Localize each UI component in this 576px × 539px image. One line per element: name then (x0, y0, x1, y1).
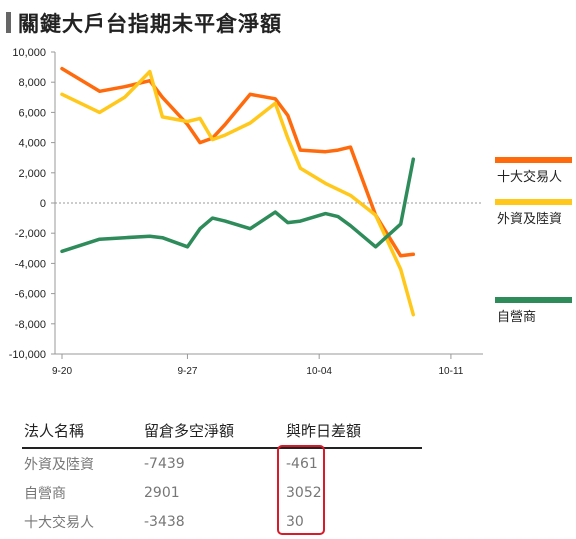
y-tick-label: -2,000 (15, 228, 46, 240)
table-row: 外資及陸資 -7439 -461 (22, 448, 422, 478)
entity-name: 十大交易人 (24, 514, 94, 531)
table-row: 自營商 2901 3052 (22, 478, 422, 507)
summary-table: 法人名稱 留倉多空淨額 與昨日差額 外資及陸資 -7439 -461 自營商 2… (22, 418, 422, 536)
legend-label: 十大交易人 (497, 169, 562, 185)
title-bar: 關鍵大戶台指期未平倉淨額 (0, 6, 576, 36)
legend-label: 自營商 (497, 310, 536, 325)
header-net-position: 留倉多空淨額 (142, 418, 284, 449)
y-tick-label: -6,000 (15, 289, 46, 301)
series-line (60, 66, 416, 258)
y-tick-label: -4,000 (15, 258, 46, 270)
net-position: -7439 (144, 455, 185, 472)
legend-label: 外資及陸資 (497, 211, 562, 227)
table-row: 十大交易人 -3438 30 (22, 507, 422, 536)
y-tick-label: -8,000 (15, 319, 46, 331)
series-lines (60, 66, 416, 317)
header-entity: 法人名稱 (22, 418, 142, 449)
y-tick-label: 8,000 (18, 77, 46, 89)
daily-change-highlight (277, 445, 325, 535)
entity-name: 外資及陸資 (24, 456, 94, 473)
title-accent-bar (6, 12, 11, 33)
daily-change: -461 (286, 455, 318, 472)
x-axis: 9-20 9-27 10-04 10-11 (52, 202, 483, 377)
y-axis: 10,000 8,000 6,000 4,000 2,000 0 -2,000 -4,000 -… (9, 47, 56, 361)
x-tick-label: 9-20 (52, 366, 72, 377)
x-tick-label: 10-04 (306, 366, 332, 377)
line-chart: 10,000 8,000 6,000 4,000 2,000 0 -2,000 -4,000 -… (9, 47, 572, 377)
y-tick-label: 6,000 (18, 107, 46, 119)
net-position: -3438 (144, 513, 185, 530)
legend-swatch (495, 297, 572, 303)
chart-title: 關鍵大戶台指期未平倉淨額 (18, 11, 282, 36)
header-daily-change: 與昨日差額 (284, 418, 422, 449)
entity-name: 自營商 (24, 485, 66, 502)
y-tick-label: 10,000 (12, 47, 46, 59)
y-tick-label: 2,000 (18, 168, 46, 180)
legend-swatch (495, 157, 572, 163)
daily-change: 30 (286, 513, 304, 530)
table-header-row: 法人名稱 留倉多空淨額 與昨日差額 (22, 418, 422, 449)
x-tick-label: 10-11 (438, 366, 463, 377)
x-tick-label: 9-27 (177, 366, 197, 377)
y-tick-label: 4,000 (18, 138, 46, 150)
net-position: 2901 (144, 484, 180, 501)
y-tick-label: 0 (40, 198, 46, 210)
daily-change: 3052 (286, 484, 322, 501)
y-tick-label: -10,000 (9, 349, 46, 361)
legend-swatch (495, 199, 572, 205)
